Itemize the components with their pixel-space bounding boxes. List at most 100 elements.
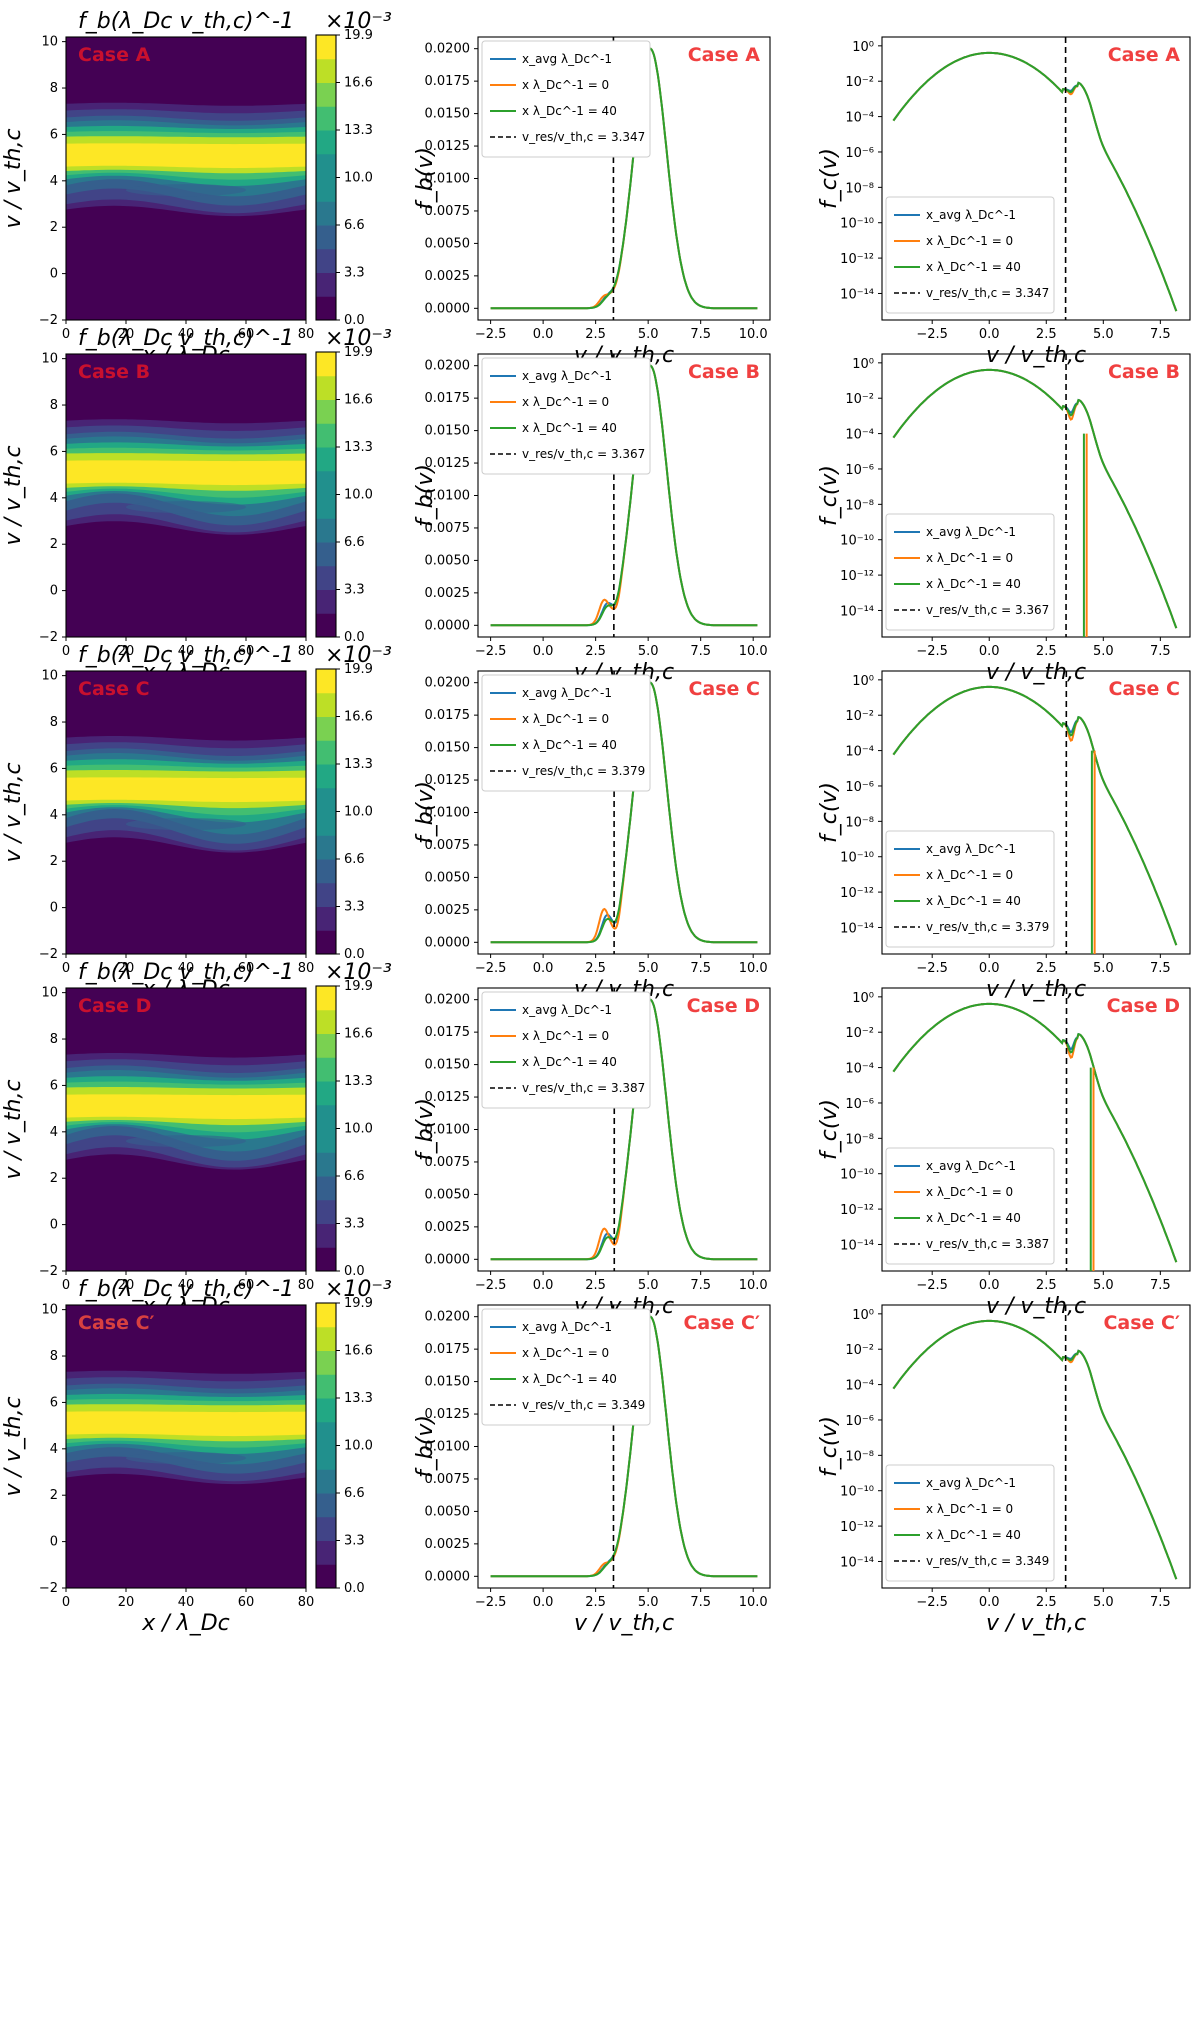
fb-legend-label: x_avg λ_Dc^-1: [522, 1320, 612, 1334]
x-tick-label: 7.5: [1150, 327, 1171, 342]
fb-line-x40: [490, 998, 758, 1261]
colorbar-segment: [316, 542, 336, 567]
colorbar-segment: [316, 1081, 336, 1106]
x-tick-label: 5.0: [1093, 644, 1114, 659]
y-tick-label: 0.0200: [425, 359, 471, 374]
fc-y-label: f_c(v): [817, 782, 842, 843]
colorbar-tick-label: 16.6: [344, 1027, 373, 1042]
contour-x-label: x / λ_Dc: [141, 1611, 229, 1636]
y-tick-label: 10⁻⁶: [845, 780, 874, 795]
colorbar: 0.0 3.3 6.6 10.0 13.3 16.6 19.9×10⁻³: [315, 326, 392, 645]
x-tick-label: 7.5: [690, 1595, 711, 1610]
fc-panel: −2.5 0.0 2.5 5.0 7.5 10⁰ 10⁻² 10⁻⁴ 10⁻⁶ 10⁻⁸ 10⁻¹⁰…: [817, 353, 1191, 685]
fb-legend: [481, 991, 651, 1109]
colorbar-segment: [316, 787, 336, 812]
x-tick-label: 7.5: [690, 961, 711, 976]
y-tick-label: 0.0050: [425, 870, 471, 885]
y-tick-label: 10⁻¹²: [840, 886, 874, 901]
colorbar-segment: [316, 1199, 336, 1224]
y-tick-label: 10⁻⁶: [845, 463, 874, 478]
fc-legend-label: x λ_Dc^-1 = 0: [926, 868, 1013, 882]
colorbar-scale: ×10⁻³: [325, 1277, 392, 1302]
x-tick-label: 60: [238, 327, 255, 342]
y-tick-label: 6: [50, 444, 58, 459]
x-tick-label: 2.5: [585, 327, 606, 342]
y-tick-label: 0.0000: [425, 935, 471, 950]
contour-panel: 0 20 40 60 80 −2 0 2 4 6 8 10 x / λ_Dc v / v_th,c f_b(…: [1, 1277, 314, 1636]
y-tick-label: 0.0075: [425, 838, 471, 853]
fb-panel: −2.5 0.0 2.5 5.0 7.5 10.0 0.0000 0.0025 0.0050 0.…: [413, 670, 771, 1002]
colorbar-scale: ×10⁻³: [325, 9, 392, 34]
fb-panel: −2.5 0.0 2.5 5.0 7.5 10.0 0.0000 0.0025 0.0050 0.…: [413, 353, 771, 685]
y-tick-label: 10⁻⁸: [845, 181, 874, 196]
colorbar-tick-label: 16.6: [344, 1344, 373, 1359]
y-tick-label: 0.0100: [425, 172, 471, 187]
colorbar-segment: [316, 352, 336, 377]
colorbar-segment: [316, 248, 336, 273]
fb-legend: [481, 1308, 651, 1426]
colorbar-tick-label: 19.9: [344, 1296, 373, 1311]
y-tick-label: 10⁻¹⁰: [840, 1485, 874, 1500]
colorbar-segment: [316, 447, 336, 472]
fb-panel: −2.5 0.0 2.5 5.0 7.5 10.0 0.0000 0.0025 0.0050 0.…: [413, 1304, 771, 1636]
x-tick-label: 7.5: [690, 327, 711, 342]
colorbar-segment: [316, 930, 336, 955]
fc-y-label: f_c(v): [817, 465, 842, 526]
fb-legend-vres-label: v_res/v_th,c = 3.347: [522, 130, 645, 144]
colorbar-segment: [316, 106, 336, 131]
fc-legend-label: x_avg λ_Dc^-1: [926, 842, 1016, 856]
contour-level-8: [66, 1094, 306, 1120]
x-tick-label: −2.5: [475, 1595, 507, 1610]
x-tick-label: 20: [118, 644, 135, 659]
fc-frame: [881, 987, 1191, 1272]
fc-legend-label: x_avg λ_Dc^-1: [926, 208, 1016, 222]
x-tick-label: 5.0: [638, 1278, 659, 1293]
fb-x-label: v / v_th,c: [574, 1611, 674, 1636]
y-tick-label: 10⁻⁶: [845, 1414, 874, 1429]
colorbar-segment: [316, 882, 336, 907]
case-label: Case D: [78, 995, 151, 1017]
case-row-5: 0 20 40 60 80 −2 0 2 4 6 8 10 x / λ_Dc v / v_th,c f_b(…: [1, 1277, 1191, 1636]
y-tick-label: 0.0150: [425, 741, 471, 756]
y-tick-label: 2: [50, 220, 58, 235]
fc-line-x40: [892, 368, 1178, 629]
colorbar-segment: [316, 1303, 336, 1328]
colorbar-tick-label: 0.0: [344, 947, 365, 962]
y-tick-label: 0.0125: [425, 1090, 471, 1105]
y-tick-label: 10⁻¹⁴: [840, 287, 874, 302]
x-tick-label: 80: [298, 1278, 315, 1293]
x-tick-label: 2.5: [1036, 644, 1057, 659]
y-tick-label: 8: [50, 398, 58, 413]
colorbar-tick-label: 0.0: [344, 1264, 365, 1279]
colorbar-segment: [316, 35, 336, 60]
x-tick-label: 10.0: [739, 327, 768, 342]
colorbar-tick-label: 6.6: [344, 1486, 365, 1501]
colorbar-tick-label: 10.0: [344, 1122, 373, 1137]
y-tick-label: 10⁻⁸: [845, 815, 874, 830]
x-tick-label: 5.0: [1093, 1595, 1114, 1610]
colorbar: 0.0 3.3 6.6 10.0 13.3 16.6 19.9×10⁻³: [315, 643, 392, 962]
colorbar-segment: [316, 494, 336, 519]
fc-panel: −2.5 0.0 2.5 5.0 7.5 10⁰ 10⁻² 10⁻⁴ 10⁻⁶ 10⁻⁸ 10⁻¹⁰…: [817, 36, 1191, 368]
y-tick-label: 10⁻⁸: [845, 1449, 874, 1464]
colorbar-segment: [316, 1326, 336, 1351]
y-tick-label: −2: [39, 1581, 58, 1596]
colorbar-segment: [316, 423, 336, 448]
colorbar-segment: [316, 82, 336, 107]
x-tick-label: 2.5: [585, 1278, 606, 1293]
x-tick-label: 20: [118, 327, 135, 342]
y-tick-label: 10⁻¹²: [840, 1203, 874, 1218]
fc-line-x40: [892, 51, 1178, 312]
colorbar-tick-label: 6.6: [344, 852, 365, 867]
contour-title: f_b(λ_Dc v_th,c)^-1: [78, 643, 294, 668]
colorbar-segment: [316, 669, 336, 694]
y-tick-label: 10: [41, 1303, 58, 1318]
colorbar-segment: [316, 1374, 336, 1399]
x-tick-label: 0.0: [533, 1278, 554, 1293]
x-tick-label: 20: [118, 1595, 135, 1610]
colorbar-tick-label: 19.9: [344, 979, 373, 994]
y-tick-label: 4: [50, 808, 58, 823]
fc-panel: −2.5 0.0 2.5 5.0 7.5 10⁰ 10⁻² 10⁻⁴ 10⁻⁶ 10⁻⁸ 10⁻¹⁰…: [817, 987, 1191, 1319]
fc-frame: [881, 670, 1191, 955]
y-tick-label: 0.0175: [425, 708, 471, 723]
